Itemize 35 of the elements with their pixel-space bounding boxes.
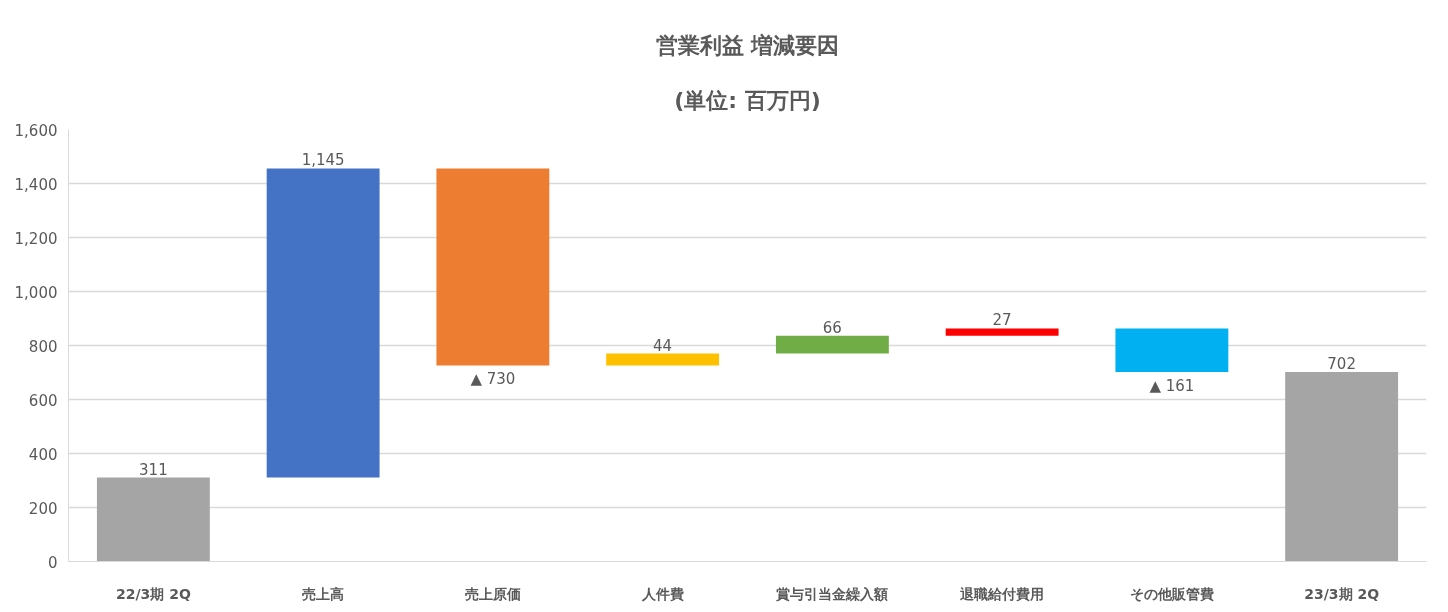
data-label: 27 [992, 311, 1012, 330]
x-tick-label: 人件費 [640, 585, 684, 602]
chart-title: 営業利益 増減要因 [655, 32, 840, 58]
y-tick-label: 0 [47, 553, 58, 572]
x-tick-label: 退職給付費用 [959, 585, 1045, 602]
data-label: 1,145 [301, 151, 345, 170]
bar [1115, 328, 1229, 372]
y-tick-label: 1,200 [14, 229, 58, 248]
y-tick-label: 600 [28, 391, 58, 410]
chart-subtitle: (単位: 百万円) [674, 87, 821, 113]
x-tick-label: 23/3期 2Q [1304, 585, 1380, 602]
y-tick-label: 1,600 [14, 121, 58, 140]
data-label: ▲ 161 [1149, 376, 1195, 395]
data-label: ▲ 730 [470, 370, 516, 389]
bar [96, 477, 210, 562]
bar [775, 335, 889, 354]
data-label: 311 [139, 460, 168, 479]
data-label: 44 [653, 336, 673, 355]
bar [1285, 371, 1399, 562]
bar [945, 328, 1059, 336]
x-tick-label: 売上原価 [464, 585, 521, 602]
y-tick-label: 1,000 [14, 283, 58, 302]
y-tick-label: 200 [28, 499, 58, 518]
x-tick-label: その他販管費 [1129, 585, 1214, 602]
x-tick-label: 賞与引当金繰入額 [776, 585, 889, 602]
bar [436, 168, 550, 366]
y-tick-label: 1,400 [14, 175, 58, 194]
data-label: 66 [822, 318, 842, 337]
x-tick-label: 売上高 [302, 585, 345, 602]
bar [266, 168, 380, 478]
y-tick-label: 400 [28, 445, 58, 464]
data-label: 702 [1327, 354, 1356, 373]
y-tick-label: 800 [28, 337, 58, 356]
bar [606, 353, 720, 366]
x-tick-label: 22/3期 2Q [115, 585, 191, 602]
